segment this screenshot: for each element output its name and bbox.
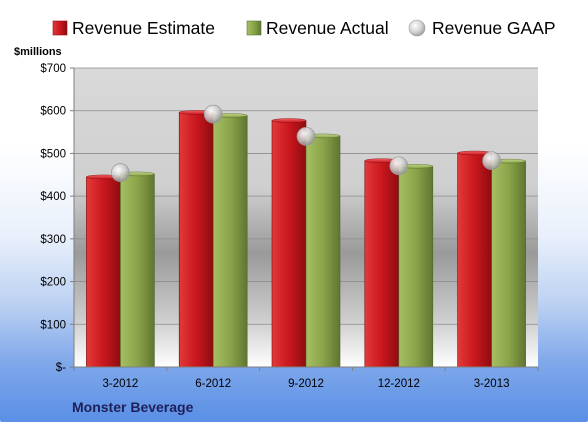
bar-revenue-actual [398,165,434,368]
bar-revenue-estimate [364,160,400,368]
x-axis-ticks: 3-2012 6-2012 9-2012 12-2012 3-2013 [73,367,539,390]
legend-label-revenue-actual: Revenue Actual [266,18,389,38]
y-tick-label: $700 [40,63,66,75]
bar-revenue-estimate [271,120,307,368]
y-tick-label: $500 [40,148,66,160]
y-axis-ticks: $- $100 $200 $300 $400 $500 $600 $700 [40,63,74,374]
bar-revenue-estimate [457,152,492,368]
legend: Revenue Estimate Revenue Actual Revenue … [52,18,556,38]
x-tick-label: 9-2012 [288,378,324,390]
y-tick-label: $100 [40,319,66,331]
bar-revenue-estimate-top [271,118,307,123]
bar-revenue-actual [120,173,155,368]
legend-label-revenue-gaap: Revenue GAAP [432,18,556,38]
legend-marker-revenue-gaap [408,19,426,37]
y-tick-label: $200 [40,277,66,289]
gaap-marker [296,126,316,146]
bar-revenue-actual [212,115,248,368]
gaap-marker [203,104,223,124]
gaap-marker [111,163,130,182]
gaap-markers [111,104,501,182]
bar-revenue-actual [305,135,341,368]
bar-revenue-estimate [178,112,214,368]
x-tick-label: 12-2012 [378,378,420,390]
legend-label-revenue-estimate: Revenue Estimate [72,18,215,38]
y-tick-label: $600 [40,106,66,118]
gaap-marker [389,156,409,176]
legend-swatch-revenue-estimate [52,20,68,36]
y-tick-label: $400 [40,191,66,203]
legend-swatch-revenue-actual [246,20,262,36]
gaap-marker [482,151,501,171]
y-tick-label: $300 [40,234,66,246]
bar-revenue-actual [491,160,526,368]
bar-revenue-estimate [86,176,121,368]
bars [86,110,526,368]
company-name: Monster Beverage [72,399,194,415]
x-tick-label: 6-2012 [195,378,231,390]
x-tick-label: 3-2012 [102,378,138,390]
y-unit-label: $millions [14,46,62,58]
y-tick-label: $- [56,362,66,374]
x-tick-label: 3-2013 [474,378,510,390]
